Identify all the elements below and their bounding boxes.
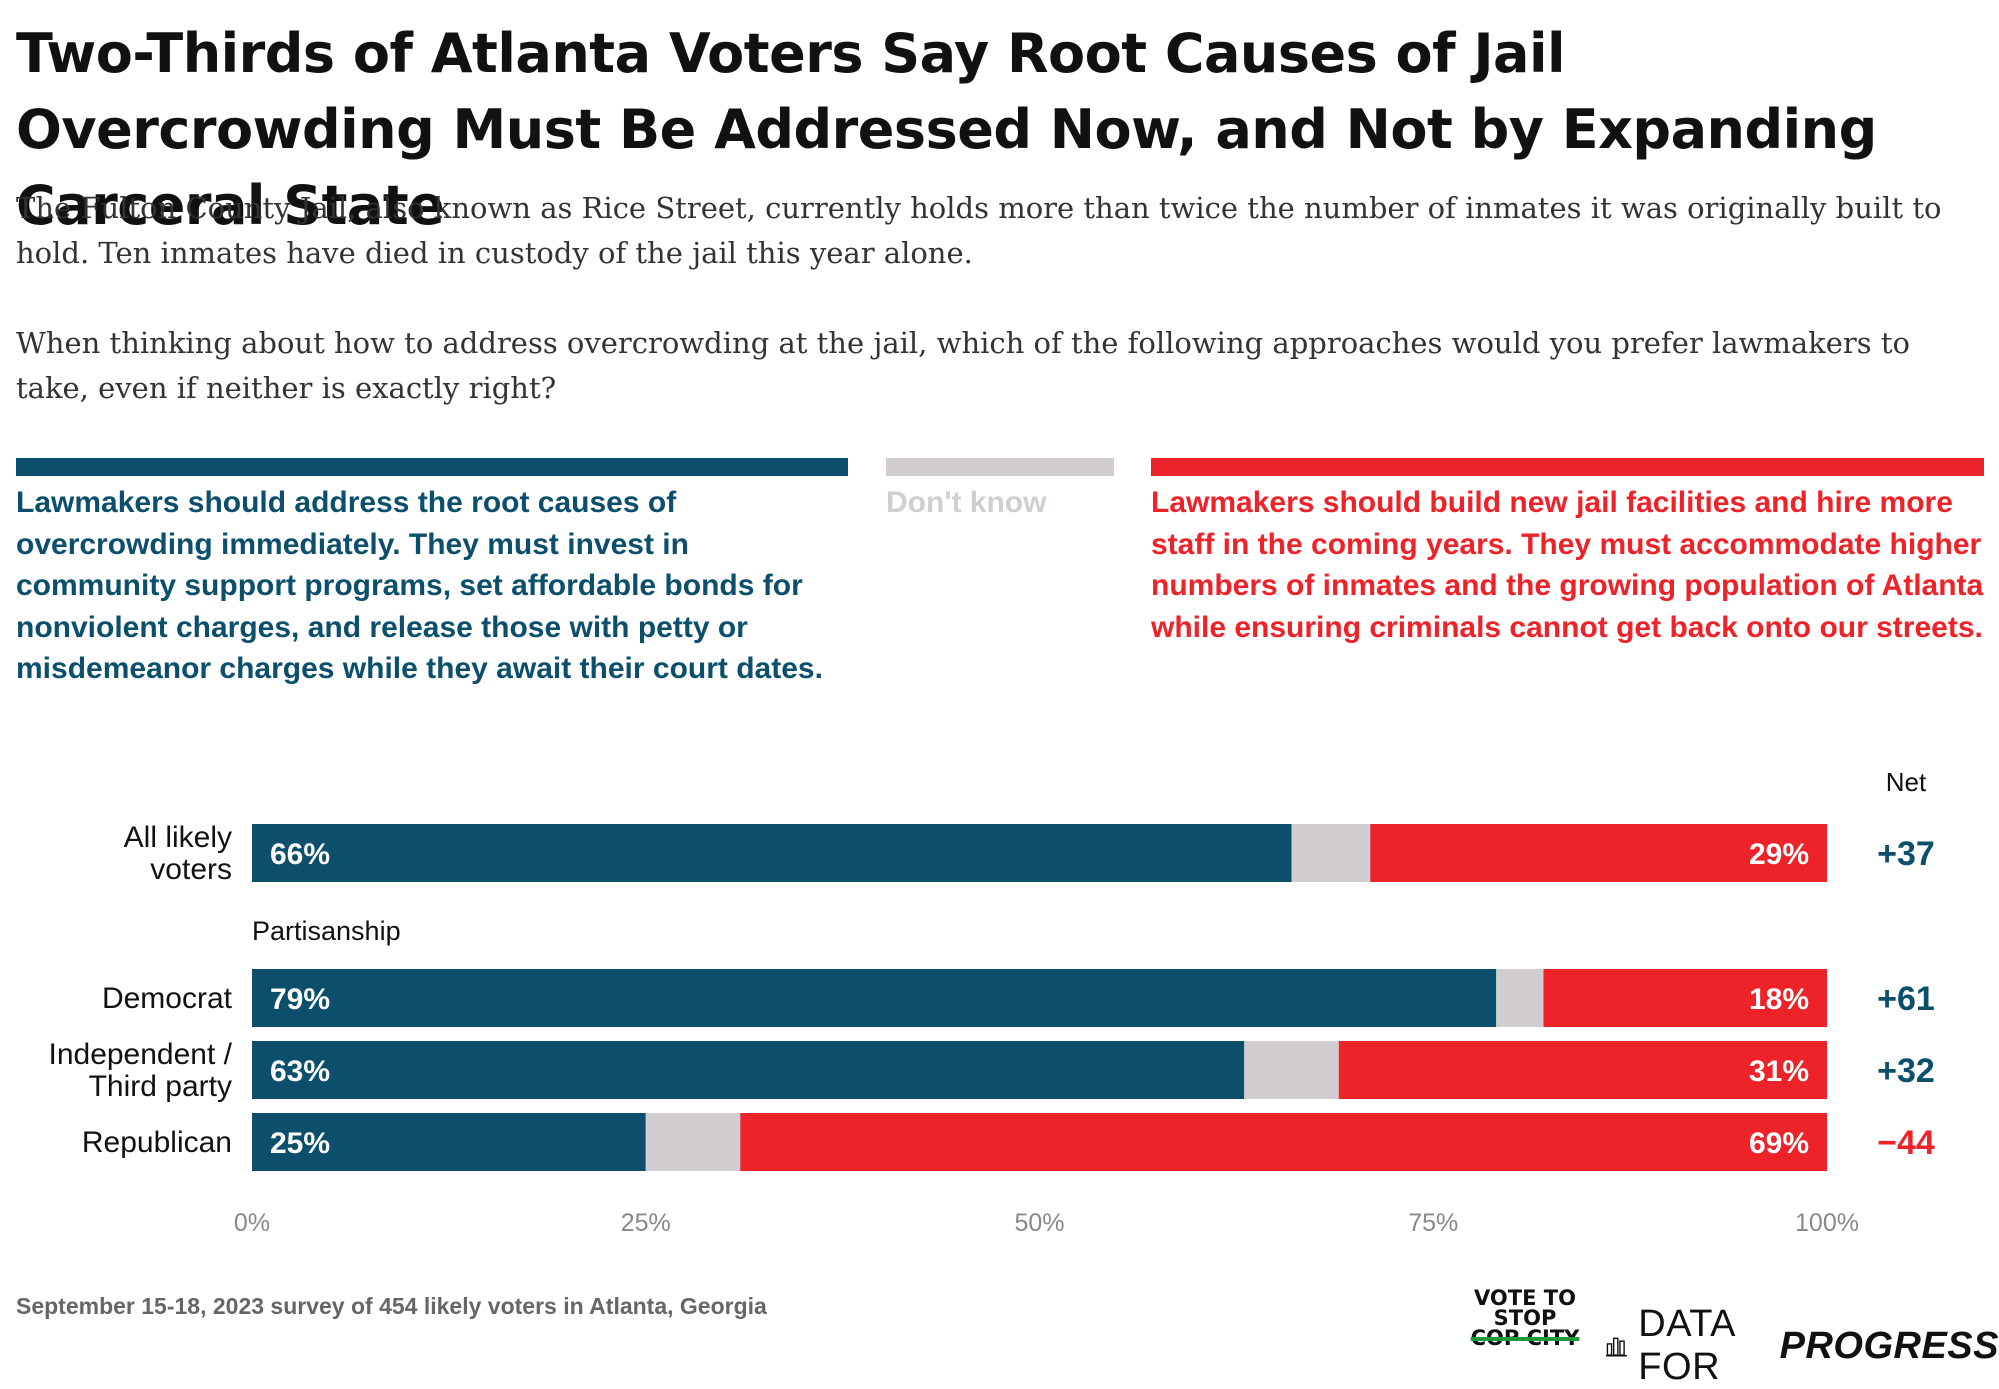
data-label-all-likely-voters-series-0: 66%	[270, 838, 330, 871]
net-value-democrat: +61	[1877, 980, 1935, 1018]
data-label-independent-third-party-series-0: 63%	[270, 1055, 330, 1088]
legend-swatch-root-causes	[16, 458, 848, 476]
legend-label-build-jail: Lawmakers should build new jail faciliti…	[1151, 486, 1984, 644]
category-label-independent-third-party: Third party	[89, 1070, 232, 1103]
net-value-republican: −44	[1877, 1124, 1935, 1162]
category-label-republican: Republican	[82, 1126, 232, 1159]
data-label-democrat-series-2: 18%	[1749, 983, 1809, 1016]
bar-chart-icon	[1606, 1337, 1627, 1357]
legend-label-root-causes: Lawmakers should address the root causes…	[16, 486, 823, 685]
category-label-democrat: Democrat	[102, 982, 233, 1015]
net-header: Net	[1886, 767, 1927, 797]
bar-all-likely-voters-series-1	[1291, 824, 1371, 882]
logo-text-strong: PROGRESS	[1779, 1324, 1999, 1367]
x-tick-label: 100%	[1795, 1209, 1859, 1237]
bar-republican-series-0	[252, 1113, 646, 1171]
bar-democrat-series-1	[1496, 969, 1544, 1027]
net-value-independent-third-party: +32	[1877, 1052, 1935, 1090]
net-value-all-likely-voters: +37	[1877, 835, 1935, 873]
chart-subtitle: The Fulton County Jail, also known as Ri…	[16, 191, 1942, 270]
chart-title: Two-Thirds of Atlanta Voters Say Root Ca…	[16, 22, 1877, 237]
legend-label-dont-know: Don't know	[886, 486, 1047, 519]
survey-question: When thinking about how to address overc…	[16, 326, 1910, 405]
data-label-republican-series-2: 69%	[1749, 1127, 1809, 1160]
legend-swatch-dont-know	[886, 458, 1114, 476]
bar-independent-third-party-series-0	[252, 1041, 1245, 1099]
bar-republican-series-1	[645, 1113, 741, 1171]
logo-line: VOTE TO	[1474, 1286, 1576, 1310]
data-for-progress-logo: DATA FOR PROGRESS	[1606, 1303, 1999, 1389]
category-label-all-likely-voters: All likely	[124, 821, 232, 854]
bar-independent-third-party-series-1	[1244, 1041, 1339, 1099]
x-tick-label: 25%	[621, 1209, 671, 1237]
bar-democrat-series-2	[1543, 969, 1827, 1027]
x-tick-label: 0%	[234, 1209, 270, 1237]
data-label-independent-third-party-series-2: 31%	[1749, 1055, 1809, 1088]
group-label-partisanship: Partisanship	[252, 916, 401, 946]
footnote: September 15-18, 2023 survey of 454 like…	[16, 1293, 767, 1319]
logo-line: STOP	[1493, 1306, 1557, 1330]
bar-independent-third-party-series-2	[1338, 1041, 1827, 1099]
vote-to-stop-cop-city-logo: VOTE TO STOP COP CITY	[1470, 1286, 1580, 1350]
legend-swatch-build-jail	[1151, 458, 1984, 476]
x-tick-label: 75%	[1408, 1209, 1458, 1237]
bar-republican-series-2	[740, 1113, 1827, 1171]
category-label-independent-third-party: Independent /	[48, 1038, 232, 1071]
bar-democrat-series-0	[252, 969, 1497, 1027]
bar-all-likely-voters-series-2	[1370, 824, 1827, 882]
data-label-democrat-series-0: 79%	[270, 983, 330, 1016]
x-tick-label: 50%	[1014, 1209, 1064, 1237]
logo-text: DATA FOR	[1638, 1303, 1734, 1388]
data-label-all-likely-voters-series-2: 29%	[1749, 838, 1809, 871]
data-label-republican-series-0: 25%	[270, 1127, 330, 1160]
logo-line: COP CITY	[1470, 1326, 1580, 1350]
bar-all-likely-voters-series-0	[252, 824, 1292, 882]
category-label-all-likely-voters: voters	[150, 853, 232, 886]
